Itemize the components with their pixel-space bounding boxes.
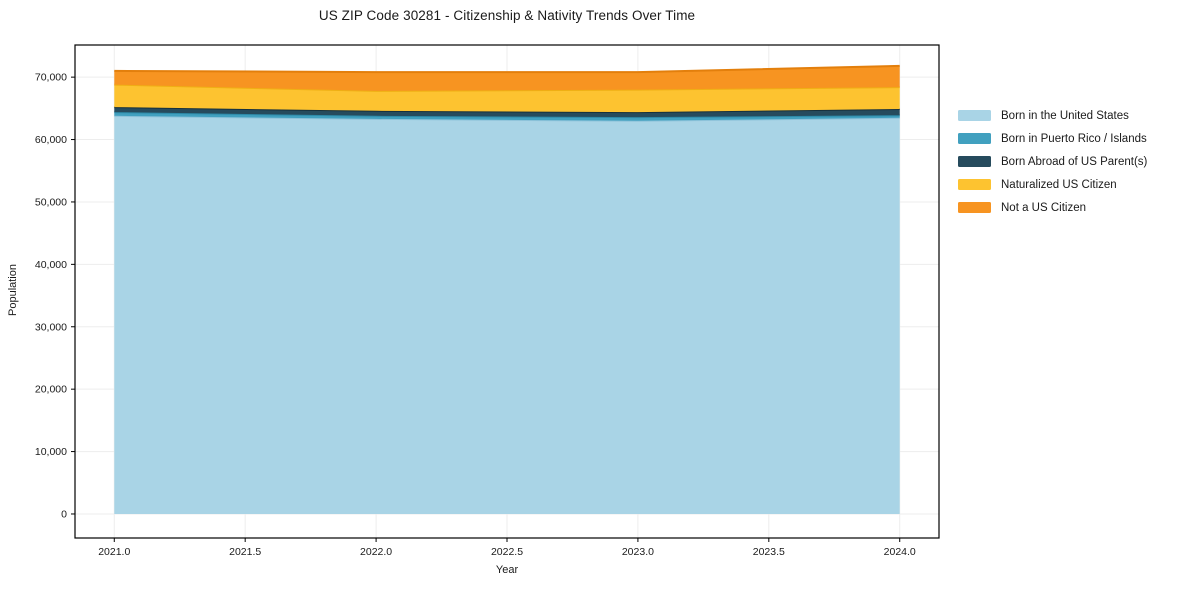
legend-label: Not a US Citizen <box>1001 201 1087 214</box>
x-tick-label: 2022.0 <box>360 546 392 558</box>
x-tick-label: 2024.0 <box>884 546 916 558</box>
legend-item-4: Not a US Citizen <box>958 196 1147 219</box>
area-series-1 <box>114 112 900 121</box>
y-tick-label: 30,000 <box>35 321 67 333</box>
area-series-0 <box>114 115 900 515</box>
y-tick-label: 20,000 <box>35 384 67 396</box>
legend-swatch <box>958 156 991 167</box>
y-tick-label: 40,000 <box>35 259 67 271</box>
y-tick-label: 0 <box>61 508 67 520</box>
x-tick-label: 2021.0 <box>98 546 130 558</box>
legend-label: Born Abroad of US Parent(s) <box>1001 155 1148 168</box>
x-tick-label: 2023.5 <box>753 546 785 558</box>
x-tick-label: 2022.5 <box>491 546 523 558</box>
y-tick-label: 70,000 <box>35 72 67 84</box>
x-tick-label: 2021.5 <box>229 546 261 558</box>
y-tick-label: 10,000 <box>35 446 67 458</box>
legend-label: Born in the United States <box>1001 109 1129 122</box>
legend-item-0: Born in the United States <box>958 104 1147 127</box>
x-axis-label: Year <box>495 564 519 576</box>
legend-item-2: Born Abroad of US Parent(s) <box>958 150 1147 173</box>
legend-swatch <box>958 133 991 144</box>
area-edge-series-4 <box>114 64 900 74</box>
x-tick-label: 2023.0 <box>622 546 654 558</box>
legend-label: Born in Puerto Rico / Islands <box>1001 132 1147 145</box>
legend-label: Naturalized US Citizen <box>1001 178 1117 191</box>
y-tick-label: 60,000 <box>35 134 67 146</box>
y-tick-label: 50,000 <box>35 196 67 208</box>
legend-item-3: Naturalized US Citizen <box>958 173 1147 196</box>
chart-title: US ZIP Code 30281 - Citizenship & Nativi… <box>318 8 696 23</box>
area-series-3 <box>114 84 900 113</box>
legend-swatch <box>958 110 991 121</box>
y-axis-label: Population <box>7 264 19 316</box>
legend-item-1: Born in Puerto Rico / Islands <box>958 127 1147 150</box>
legend-swatch <box>958 179 991 190</box>
legend-swatch <box>958 202 991 213</box>
legend: Born in the United States Born in Puerto … <box>958 104 1147 219</box>
